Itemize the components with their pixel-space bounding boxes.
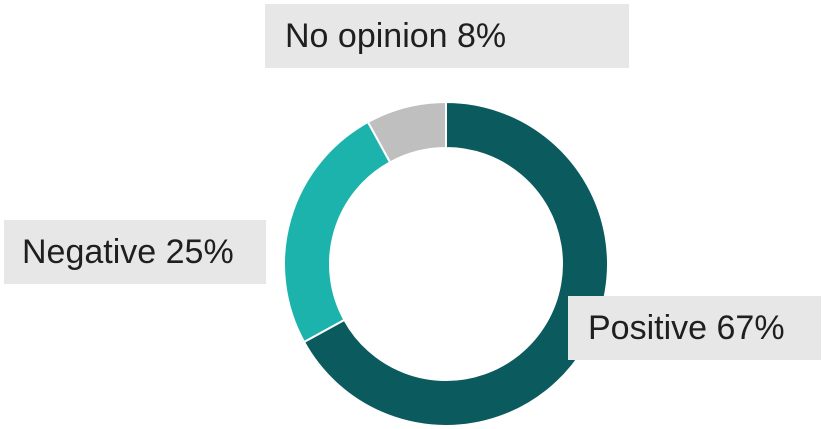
- slice-no-opinion: [366, 100, 447, 164]
- data-label-negative: Negative 25%: [4, 220, 266, 284]
- slice-negative: [283, 120, 392, 344]
- data-label-no-opinion: No opinion 8%: [265, 4, 629, 68]
- donut-slices: [283, 100, 609, 427]
- slice-positive: [302, 100, 609, 427]
- data-label-positive: Positive 67%: [568, 296, 821, 360]
